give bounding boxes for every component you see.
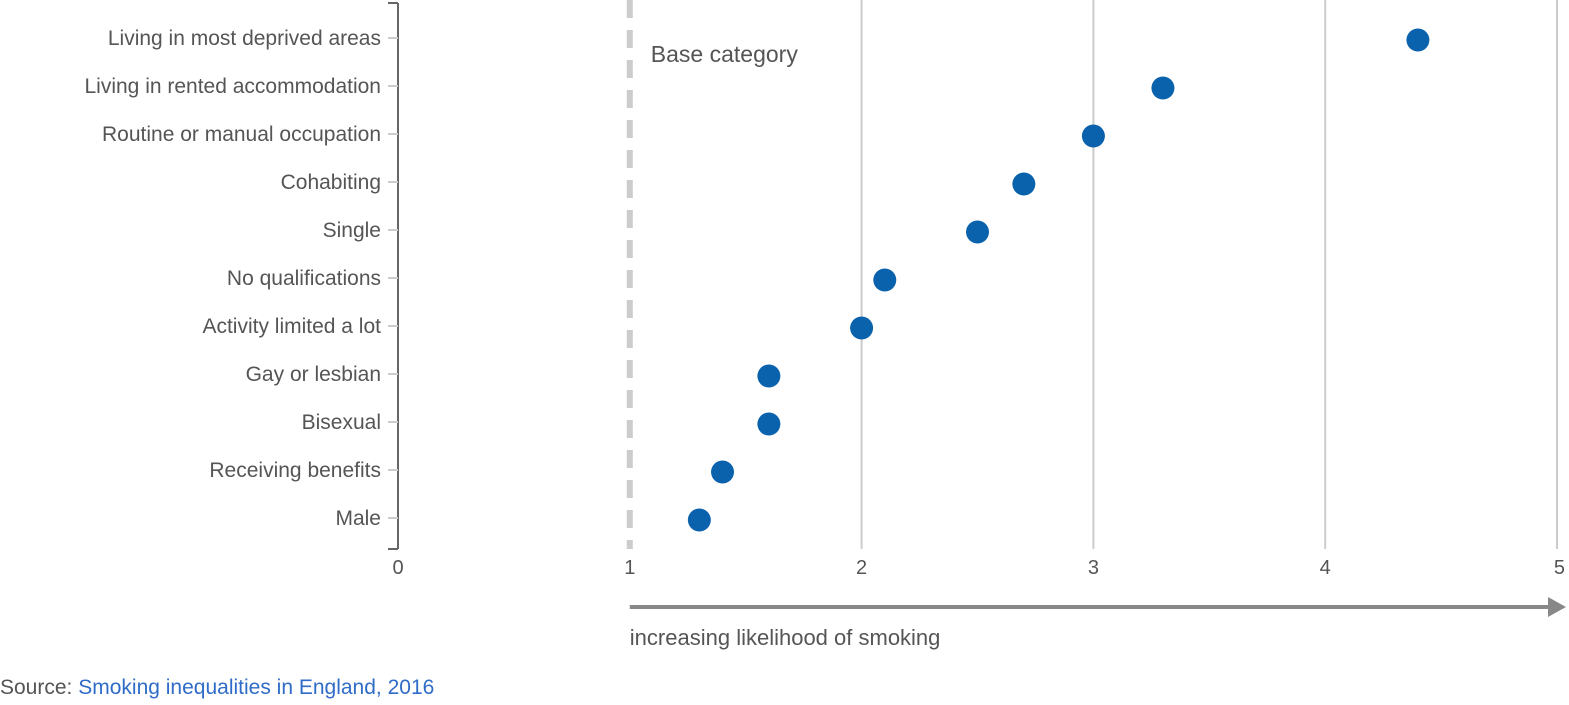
data-point xyxy=(873,268,897,292)
category-labels: Living in most deprived areas Living in r… xyxy=(84,27,381,530)
category-label: No qualifications xyxy=(227,267,381,290)
x-tick-label: 4 xyxy=(1320,557,1331,579)
source-prefix: Source: xyxy=(0,676,79,699)
data-point xyxy=(1012,172,1036,196)
source-note: Source: Smoking inequalities in England,… xyxy=(0,676,434,700)
data-point xyxy=(757,364,781,388)
category-label: Living in most deprived areas xyxy=(108,27,381,50)
data-point xyxy=(1406,28,1430,52)
data-point xyxy=(1081,124,1105,148)
category-label: Activity limited a lot xyxy=(202,315,381,338)
y-axis xyxy=(388,2,399,550)
data-points xyxy=(687,28,1430,532)
category-label: Single xyxy=(323,219,381,242)
data-point xyxy=(757,412,781,436)
category-label: Bisexual xyxy=(302,411,381,434)
base-category-label: Base category xyxy=(651,41,799,67)
source-link[interactable]: Smoking inequalities in England, 2016 xyxy=(78,676,435,699)
reference-line-group: Base category xyxy=(626,0,799,549)
category-label: Receiving benefits xyxy=(209,459,381,482)
x-tick-label: 3 xyxy=(1088,557,1099,579)
x-direction-arrow: increasing likelihood of smoking xyxy=(629,597,1566,650)
data-point xyxy=(966,220,989,244)
x-tick-labels: 0 1 2 3 4 5 xyxy=(392,557,1565,579)
category-label: Gay or lesbian xyxy=(246,363,381,386)
x-tick-label: 2 xyxy=(856,557,867,579)
data-point xyxy=(1151,76,1175,100)
x-tick-label: 1 xyxy=(624,557,635,579)
data-point xyxy=(687,508,711,532)
x-tick-label: 5 xyxy=(1554,557,1565,579)
arrow-head-icon xyxy=(1548,597,1566,617)
category-label: Cohabiting xyxy=(281,171,381,194)
dot-plot-chart: Base category Living in most deprived ar… xyxy=(84,0,1566,650)
category-label: Living in rented accommodation xyxy=(84,75,381,98)
category-label: Male xyxy=(335,507,381,530)
data-point xyxy=(711,460,735,484)
category-label: Routine or manual occupation xyxy=(102,123,381,146)
x-axis-label: increasing likelihood of smoking xyxy=(630,625,941,650)
data-point xyxy=(850,316,874,340)
gridlines xyxy=(860,0,1558,549)
x-tick-label: 0 xyxy=(392,557,403,579)
